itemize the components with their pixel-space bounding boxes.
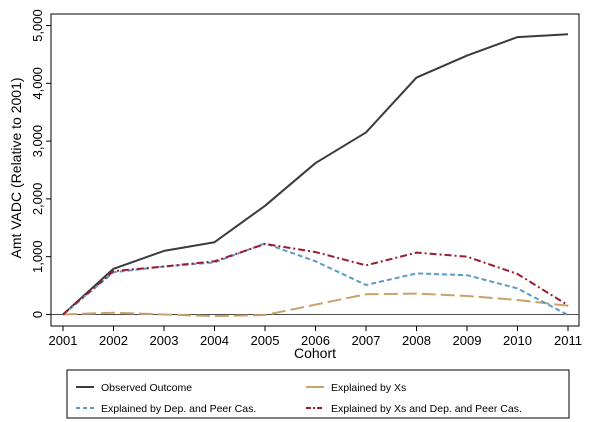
y-tick-label: 1,000	[30, 240, 45, 273]
series-line-4	[62, 242, 569, 316]
legend-label: Explained by Dep. and Peer Cas.	[101, 403, 256, 415]
x-axis-title: Cohort	[294, 345, 336, 361]
y-tick-label: 2,000	[30, 183, 45, 216]
y-tick-label: 0	[30, 311, 45, 318]
y-axis: 0 1,000 2,000 3,000 4,000 5,000	[30, 9, 51, 318]
x-tick-label: 2004	[200, 333, 229, 348]
legend: Observed Outcome Explained by Xs Explained…	[76, 382, 522, 415]
x-tick-label: 2002	[99, 333, 128, 348]
x-tick-label: 2005	[251, 333, 280, 348]
plot-area	[50, 13, 580, 327]
legend-box	[66, 369, 570, 419]
legend-label: Explained by Xs and Dep. and Peer Cas.	[331, 403, 522, 415]
y-axis-title: Amt VADC (Relative to 2001)	[8, 77, 24, 258]
x-axis: 2001 2002 2003 2004 2005 2006 2007 2008 2009 2010…	[49, 326, 582, 348]
x-tick-label: 2006	[301, 333, 330, 348]
x-tick-label: 2001	[49, 333, 78, 348]
x-tick-label: 2008	[402, 333, 431, 348]
x-tick-label: 2011	[554, 333, 582, 348]
x-tick-label: 2009	[453, 333, 482, 348]
series-line-1	[62, 33, 569, 316]
x-tick-label: 2010	[503, 333, 532, 348]
y-tick-label: 5,000	[30, 9, 45, 42]
series-lines	[62, 33, 569, 318]
x-tick-label: 2007	[352, 333, 381, 348]
series-line-2	[62, 292, 569, 318]
x-tick-label: 2003	[150, 333, 179, 348]
y-tick-label: 4,000	[30, 67, 45, 100]
y-tick-label: 3,000	[30, 125, 45, 158]
legend-label: Observed Outcome	[101, 382, 192, 394]
legend-label: Explained by Xs	[331, 382, 406, 394]
